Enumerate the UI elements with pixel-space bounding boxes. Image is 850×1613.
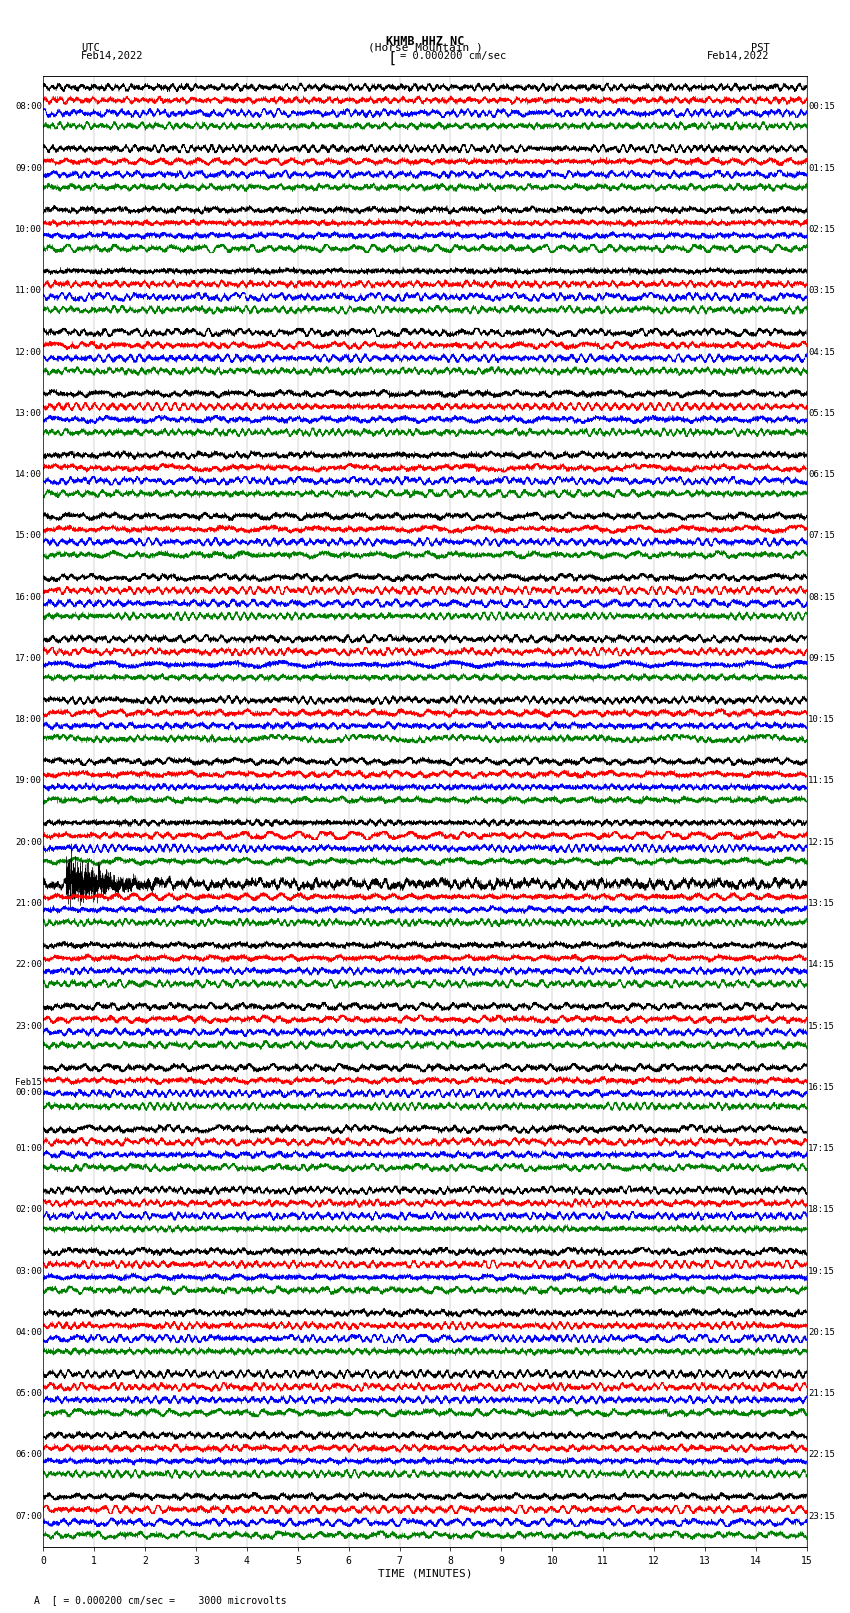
Text: Feb14,2022: Feb14,2022 — [706, 50, 769, 61]
Text: [: [ — [388, 50, 397, 66]
Text: = 0.000200 cm/sec: = 0.000200 cm/sec — [400, 50, 506, 61]
Text: UTC: UTC — [81, 44, 99, 53]
Text: Feb14,2022: Feb14,2022 — [81, 50, 144, 61]
X-axis label: TIME (MINUTES): TIME (MINUTES) — [377, 1569, 473, 1579]
Text: KHMB HHZ NC: KHMB HHZ NC — [386, 35, 464, 48]
Text: A  [ = 0.000200 cm/sec =    3000 microvolts: A [ = 0.000200 cm/sec = 3000 microvolts — [34, 1595, 286, 1605]
Text: (Horse Mountain ): (Horse Mountain ) — [367, 44, 483, 53]
Text: PST: PST — [751, 44, 769, 53]
